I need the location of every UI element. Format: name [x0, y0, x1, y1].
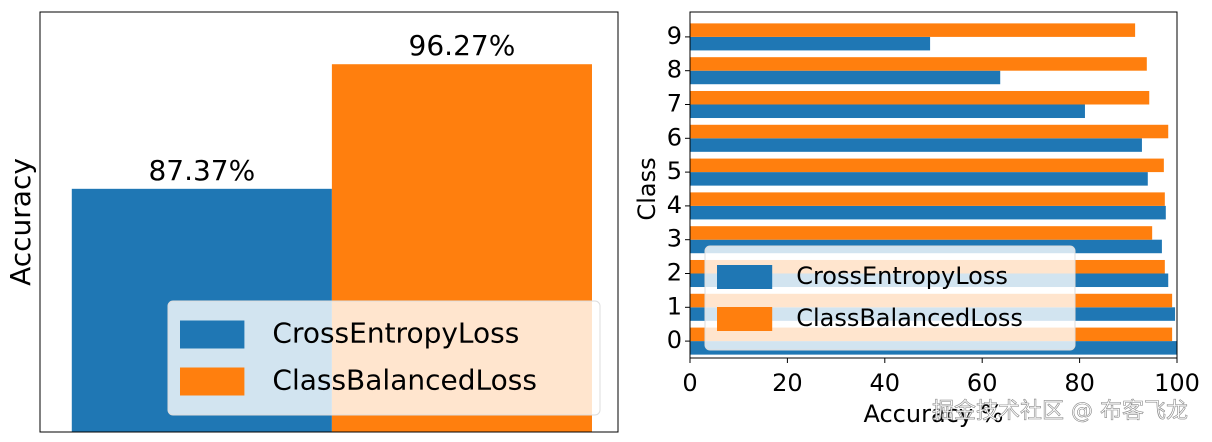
bar	[690, 205, 1166, 220]
y-tick-label: 9	[667, 22, 682, 50]
bar	[690, 226, 1153, 240]
y-tick-label: 4	[667, 191, 682, 219]
x-axis-label: Accuracy %	[863, 400, 1003, 428]
bar	[690, 192, 1165, 206]
x-tick-label: 100	[1154, 369, 1200, 397]
x-tick-label: 20	[772, 369, 803, 397]
bar	[690, 172, 1148, 186]
y-tick-label: 8	[667, 56, 682, 84]
legend-label: CrossEntropyLoss	[272, 317, 519, 350]
legend-label: CrossEntropyLoss	[796, 262, 1008, 290]
y-tick-label: 3	[667, 225, 682, 253]
bar	[690, 70, 1001, 85]
legend-label: ClassBalancedLoss	[272, 364, 537, 397]
y-axis-label: Accuracy	[4, 158, 37, 286]
legend-swatch	[717, 265, 773, 289]
y-axis-label: Class	[633, 157, 661, 220]
bar	[690, 36, 931, 51]
y-tick-label: 1	[667, 292, 682, 320]
bar	[690, 158, 1164, 173]
plot-frame	[689, 11, 1178, 359]
legend-swatch	[180, 320, 245, 349]
bar	[690, 57, 1147, 71]
legend-swatch	[180, 367, 245, 396]
y-tick-label: 0	[667, 326, 682, 354]
bar	[690, 138, 1142, 152]
plot-frame	[39, 11, 619, 433]
y-tick-label: 6	[667, 123, 682, 151]
bar	[690, 124, 1169, 139]
bar	[690, 23, 1136, 37]
x-tick-label: 60	[967, 369, 998, 397]
legend-swatch	[717, 307, 773, 331]
x-tick-label: 80	[1064, 369, 1095, 397]
legend-box	[704, 245, 1076, 351]
watermark: 掘金技术社区 @ 布客飞龙	[932, 399, 1188, 424]
bar	[690, 90, 1150, 105]
x-tick-label: 0	[682, 369, 697, 397]
legend-label: ClassBalancedLoss	[796, 304, 1023, 332]
legend-box	[167, 300, 601, 416]
x-tick-label: 40	[870, 369, 901, 397]
bar	[690, 104, 1085, 119]
value-label: 87.37%	[148, 154, 255, 187]
y-tick-label: 5	[667, 157, 682, 185]
y-tick-label: 7	[667, 90, 682, 118]
y-tick-label: 2	[667, 259, 682, 287]
value-label: 96.27%	[409, 29, 516, 62]
